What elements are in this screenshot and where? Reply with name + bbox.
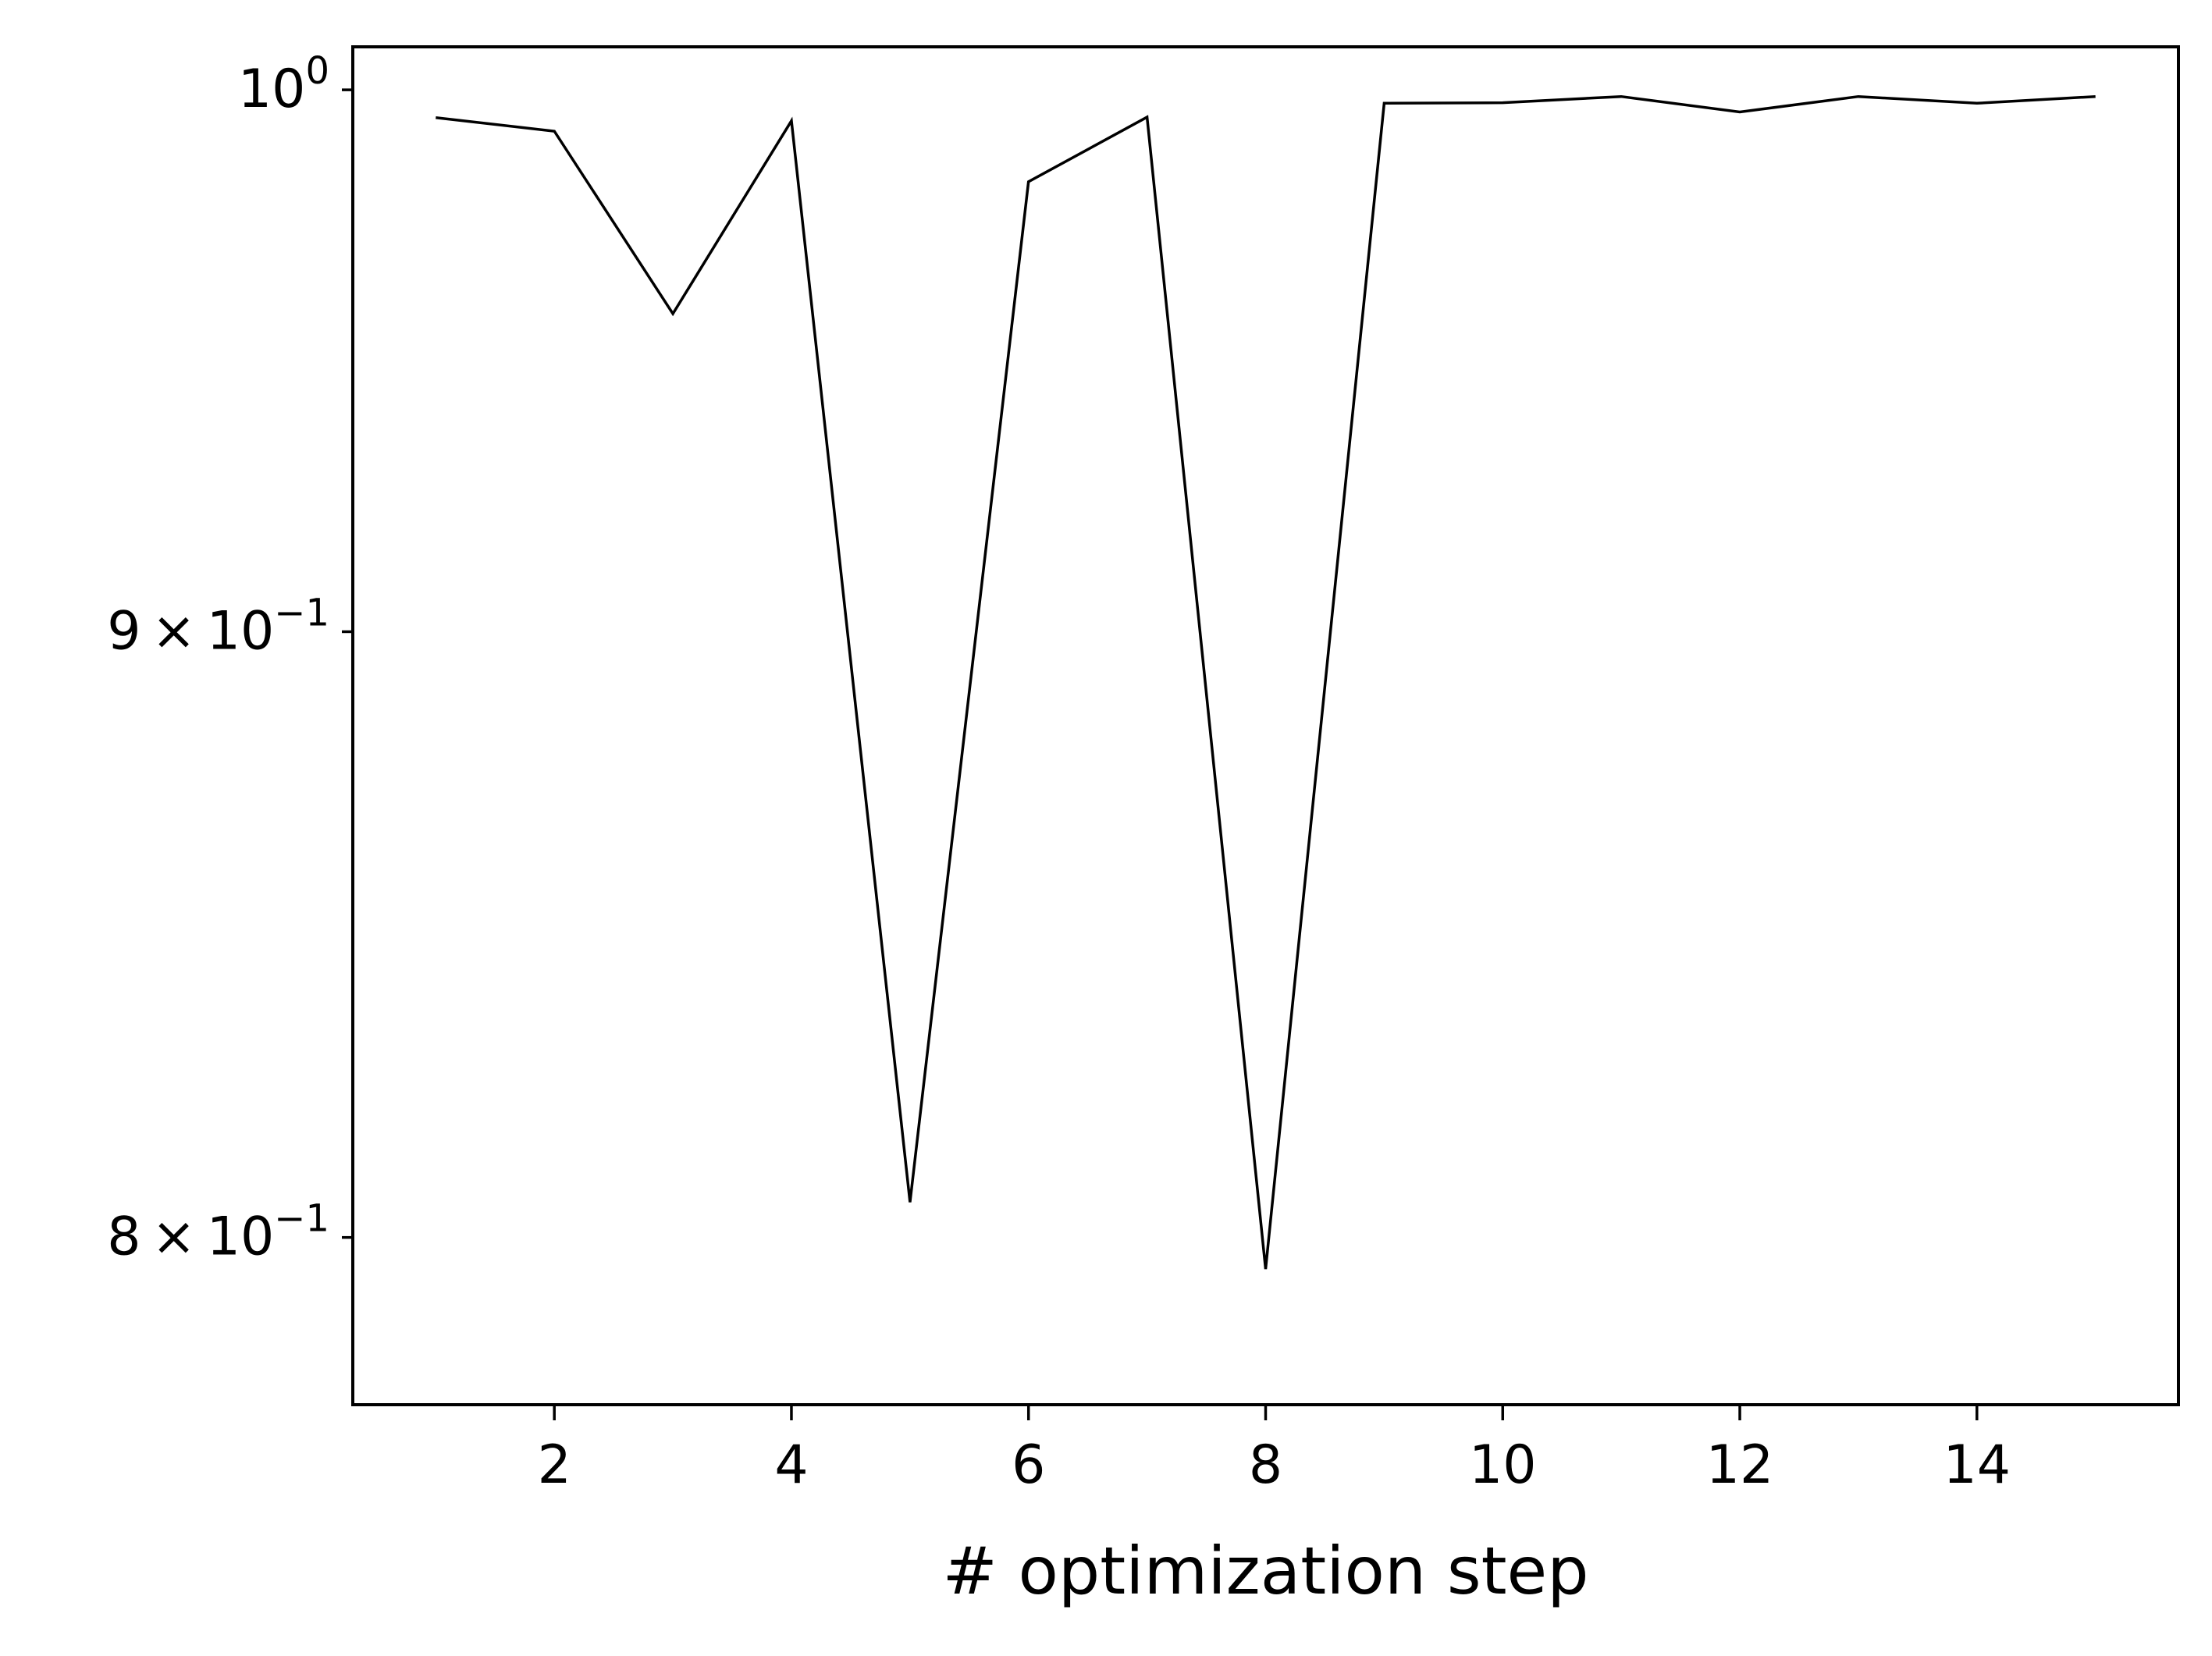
- x-tick-label: 8: [1249, 1434, 1282, 1496]
- x-tick-label: 4: [774, 1434, 808, 1496]
- plot-frame: [351, 45, 2180, 1406]
- x-tick-label: 2: [538, 1434, 571, 1496]
- x-tick-label: 6: [1012, 1434, 1045, 1496]
- series-line-0: [436, 94, 2096, 1270]
- x-axis: 2 4 6 8 10 12 14: [538, 1405, 2011, 1496]
- x-axis-title: # optimization step: [942, 1533, 1588, 1609]
- x-tick-label: 14: [1944, 1434, 2011, 1496]
- y-axis: 100 9 × 10−1 8 × 10−1: [107, 49, 353, 1268]
- y-tick-label: 8 × 10−1: [107, 1197, 329, 1268]
- y-tick-label: 9 × 10−1: [107, 591, 329, 662]
- y-tick-label: 100: [238, 49, 329, 120]
- x-tick-label: 10: [1469, 1434, 1537, 1496]
- plot-layer: [436, 94, 2096, 1270]
- x-tick-label: 12: [1706, 1434, 1774, 1496]
